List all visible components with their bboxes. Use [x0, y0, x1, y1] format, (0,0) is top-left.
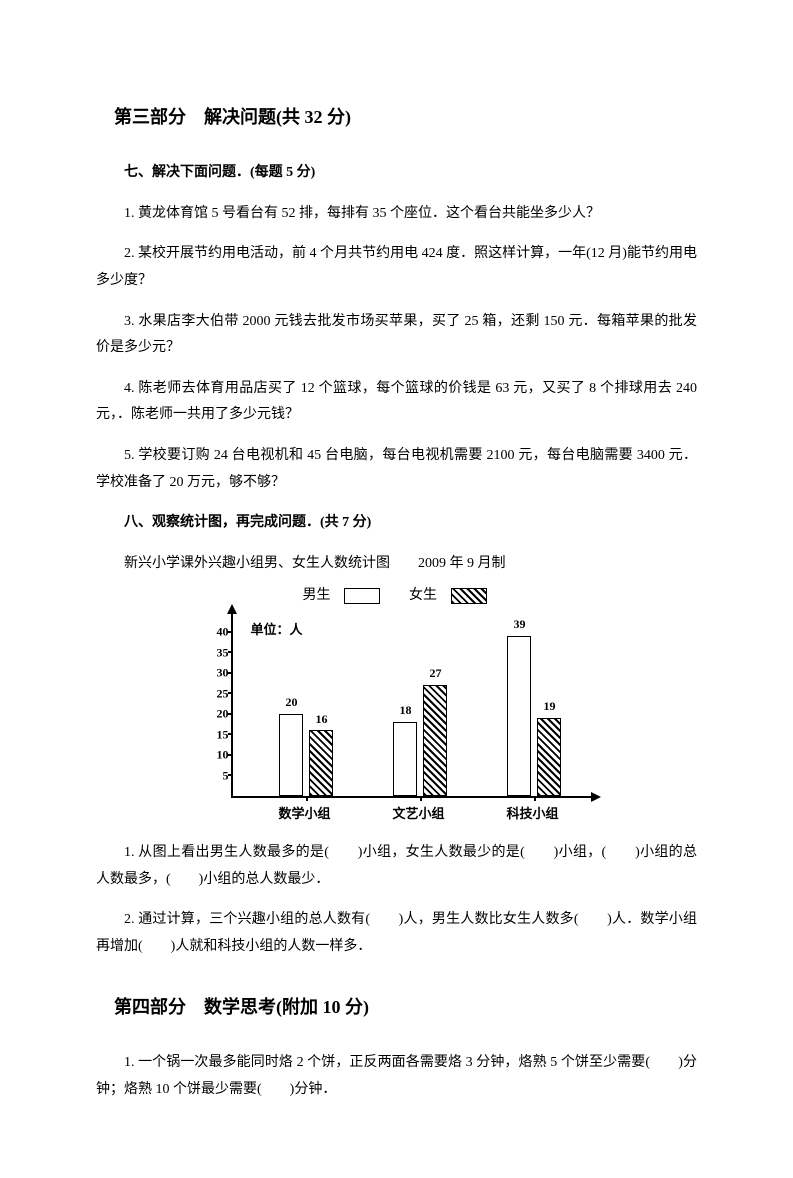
section3-title: 第三部分 解决问题(共 32 分) [96, 100, 697, 134]
x-category-label: 科技小组 [488, 802, 578, 827]
q7-item-3: 3. 水果店李大伯带 2000 元钱去批发市场买苹果，买了 25 箱，还剩 15… [96, 309, 697, 362]
y-tick-label: 40 [203, 621, 229, 644]
section4-title: 第四部分 数学思考(附加 10 分) [96, 990, 697, 1024]
bar-female: 16 [309, 730, 333, 796]
y-tick-label: 5 [203, 764, 229, 787]
bar-male: 18 [393, 722, 417, 796]
bar-female: 27 [423, 685, 447, 796]
bar-value-label: 18 [394, 699, 418, 722]
y-tick-mark [228, 733, 233, 735]
y-tick-mark [228, 651, 233, 653]
y-tick-label: 15 [203, 723, 229, 746]
q7-item-2: 2. 某校开展节约用电活动，前 4 个月共节约用电 424 度．照这样计算，一年… [96, 241, 697, 294]
q8-item-2: 2. 通过计算，三个兴趣小组的总人数有( )人，男生人数比女生人数多( )人．数… [96, 907, 697, 960]
legend-female-label: 女生 [409, 588, 437, 603]
q7-item-5: 5. 学校要订购 24 台电视机和 45 台电脑，每台电视机需要 2100 元，… [96, 443, 697, 496]
x-category-label: 文艺小组 [374, 802, 464, 827]
bar-male: 39 [507, 636, 531, 796]
y-tick-mark [228, 754, 233, 756]
y-tick-mark [228, 713, 233, 715]
chart-unit-label: 单位：人 [251, 618, 303, 643]
y-tick-mark [228, 631, 233, 633]
legend-male-label: 男生 [303, 588, 331, 603]
bar-male: 20 [279, 714, 303, 796]
bar-value-label: 39 [508, 613, 532, 636]
x-category-label: 数学小组 [260, 802, 350, 827]
chart-plot-area: 单位：人 510152025303540201618273919 [231, 612, 593, 798]
y-axis-arrow-icon [227, 604, 237, 614]
bar-value-label: 20 [280, 691, 304, 714]
legend-female-swatch [451, 588, 487, 604]
q7-heading: 七、解决下面问题．(每题 5 分) [96, 160, 697, 187]
bar-value-label: 16 [310, 708, 334, 731]
q8-item-1: 1. 从图上看出男生人数最多的是( )小组，女生人数最少的是( )小组，( )小… [96, 840, 697, 893]
y-tick-label: 20 [203, 703, 229, 726]
y-tick-mark [228, 774, 233, 776]
bar-chart: 男生 女生 单位：人 510152025303540201618273919 数… [201, 583, 593, 822]
chart-x-labels: 数学小组文艺小组科技小组 [231, 798, 593, 822]
q8-heading: 八、观察统计图，再完成问题．(共 7 分) [96, 510, 697, 537]
chart-caption: 新兴小学课外兴趣小组男、女生人数统计图 2009 年 9 月制 [96, 551, 697, 578]
legend-male-swatch [344, 588, 380, 604]
q7-item-4: 4. 陈老师去体育用品店买了 12 个篮球，每个篮球的价钱是 63 元，又买了 … [96, 376, 697, 429]
y-tick-label: 35 [203, 641, 229, 664]
q7-item-1: 1. 黄龙体育馆 5 号看台有 52 排，每排有 35 个座位．这个看台共能坐多… [96, 201, 697, 228]
y-tick-mark [228, 692, 233, 694]
section4-item-1: 1. 一个锅一次最多能同时烙 2 个饼，正反两面各需要烙 3 分钟，烙熟 5 个… [96, 1050, 697, 1103]
y-tick-label: 30 [203, 662, 229, 685]
y-tick-label: 25 [203, 682, 229, 705]
bar-value-label: 27 [424, 662, 448, 685]
bar-female: 19 [537, 718, 561, 796]
y-tick-label: 10 [203, 744, 229, 767]
page: 第三部分 解决问题(共 32 分) 七、解决下面问题．(每题 5 分) 1. 黄… [0, 0, 793, 1178]
bar-value-label: 19 [538, 695, 562, 718]
chart-legend: 男生 女生 [201, 583, 593, 610]
y-tick-mark [228, 672, 233, 674]
